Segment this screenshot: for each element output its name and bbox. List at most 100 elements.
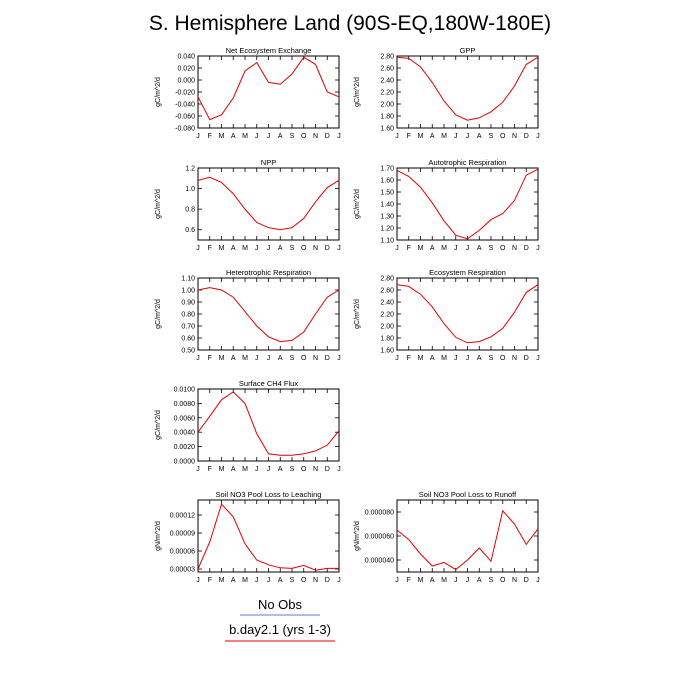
x-tick-label: J <box>454 355 458 362</box>
x-tick-label: M <box>441 245 447 252</box>
x-tick-label: O <box>500 355 506 362</box>
y-tick-label: 0.50 <box>181 348 195 355</box>
y-tick-label: 0.00003 <box>170 567 195 574</box>
y-tick-label: 1.00 <box>181 288 195 295</box>
y-tick-label: 2.00 <box>380 324 394 331</box>
panel-title: GPP <box>460 46 476 55</box>
x-tick-label: M <box>242 577 248 584</box>
y-tick-label: 1.50 <box>380 190 394 197</box>
y-tick-label: -0.040 <box>175 102 195 109</box>
y-tick-label: 0.00009 <box>170 531 195 538</box>
y-tick-label: 1.0 <box>185 186 195 193</box>
x-tick-label: M <box>418 133 424 140</box>
x-tick-label: A <box>477 355 482 362</box>
x-tick-label: O <box>500 577 506 584</box>
y-tick-label: 1.60 <box>380 178 394 185</box>
x-tick-label: J <box>255 466 259 473</box>
plot-frame <box>197 277 340 351</box>
panel-5: Heterotrophic Respiration 0.50 0.60 0.70 0.8… <box>155 268 341 362</box>
series-line <box>197 391 340 456</box>
x-tick-label: J <box>196 466 200 473</box>
x-tick-label: O <box>500 245 506 252</box>
x-tick-label: F <box>407 577 411 584</box>
panel-1: Net Ecosystem Exchange -0.080 -0.060 -0.040… <box>155 46 341 140</box>
y-tick-label: 2.80 <box>380 276 394 283</box>
x-tick-label: J <box>196 245 200 252</box>
y-axis-label: gC/m^2/d <box>155 77 162 107</box>
x-tick-label: J <box>454 245 458 252</box>
panel-title: Autotrophic Respiration <box>429 158 507 167</box>
panel-title: Ecosystem Respiration <box>429 268 506 277</box>
x-tick-label: S <box>290 577 295 584</box>
x-tick-label: N <box>313 355 318 362</box>
plot-frame <box>396 499 539 573</box>
x-tick-label: F <box>208 466 212 473</box>
x-tick-label: D <box>325 466 330 473</box>
x-tick-label: O <box>301 466 307 473</box>
x-tick-label: A <box>231 245 236 252</box>
y-tick-label: 0.0000 <box>174 459 196 466</box>
plot-frame <box>396 277 539 351</box>
x-tick-label: J <box>536 577 540 584</box>
y-tick-label: 1.20 <box>380 226 394 233</box>
x-tick-label: A <box>231 133 236 140</box>
y-tick-label: 0.0060 <box>174 415 196 422</box>
x-tick-label: J <box>395 245 399 252</box>
x-tick-label: J <box>196 133 200 140</box>
x-tick-label: O <box>301 245 307 252</box>
y-tick-label: 0.000080 <box>365 510 394 517</box>
x-tick-label: N <box>512 577 517 584</box>
x-tick-label: F <box>407 355 411 362</box>
y-tick-label: 1.60 <box>380 348 394 355</box>
figure-title: S. Hemisphere Land (90S-EQ,180W-180E) <box>148 12 552 35</box>
x-tick-label: N <box>313 466 318 473</box>
y-tick-label: 0.8 <box>185 207 195 214</box>
series-line <box>396 509 539 571</box>
panel-title: Heterotrophic Respiration <box>226 268 311 277</box>
x-tick-label: M <box>441 133 447 140</box>
x-tick-label: M <box>441 355 447 362</box>
y-tick-label: 0.020 <box>177 66 195 73</box>
plot-frame <box>197 55 340 129</box>
y-axis-label: gC/m^2/d <box>155 299 162 329</box>
x-tick-label: A <box>430 577 435 584</box>
x-tick-label: F <box>208 577 212 584</box>
x-tick-label: J <box>267 466 271 473</box>
x-tick-label: J <box>255 133 259 140</box>
x-tick-label: N <box>313 577 318 584</box>
y-tick-label: 0.0080 <box>174 401 196 408</box>
x-tick-label: M <box>242 133 248 140</box>
x-tick-label: A <box>231 355 236 362</box>
panel-title: Soil NO3 Pool Loss to Leaching <box>216 490 322 499</box>
y-axis-label: gC/m^2/d <box>155 410 162 440</box>
x-tick-label: S <box>489 355 494 362</box>
y-tick-label: 2.20 <box>380 312 394 319</box>
x-tick-label: S <box>290 466 295 473</box>
y-tick-label: 0.00006 <box>170 549 195 556</box>
y-tick-label: 0.60 <box>181 336 195 343</box>
x-tick-label: S <box>489 133 494 140</box>
y-tick-label: 2.40 <box>380 300 394 307</box>
x-tick-label: M <box>219 133 225 140</box>
y-tick-label: 0.0020 <box>174 444 196 451</box>
panel-title: NPP <box>261 158 276 167</box>
x-tick-label: D <box>325 577 330 584</box>
x-tick-label: N <box>313 133 318 140</box>
x-tick-label: M <box>418 355 424 362</box>
x-tick-label: D <box>325 245 330 252</box>
series-line <box>396 284 539 344</box>
x-tick-label: S <box>489 577 494 584</box>
x-tick-label: N <box>313 245 318 252</box>
x-tick-label: J <box>337 577 341 584</box>
y-axis-label: gC/m^2/d <box>354 189 361 219</box>
chart-panels: Net Ecosystem Exchange -0.080 -0.060 -0.040… <box>155 46 540 584</box>
x-tick-label: J <box>395 355 399 362</box>
y-tick-label: 0.000040 <box>365 558 394 565</box>
x-tick-label: J <box>255 245 259 252</box>
y-tick-label: -0.020 <box>175 90 195 97</box>
x-tick-label: S <box>290 133 295 140</box>
y-axis-label: gC/m^2/d <box>354 77 361 107</box>
series-line <box>197 287 340 343</box>
x-tick-label: A <box>430 355 435 362</box>
